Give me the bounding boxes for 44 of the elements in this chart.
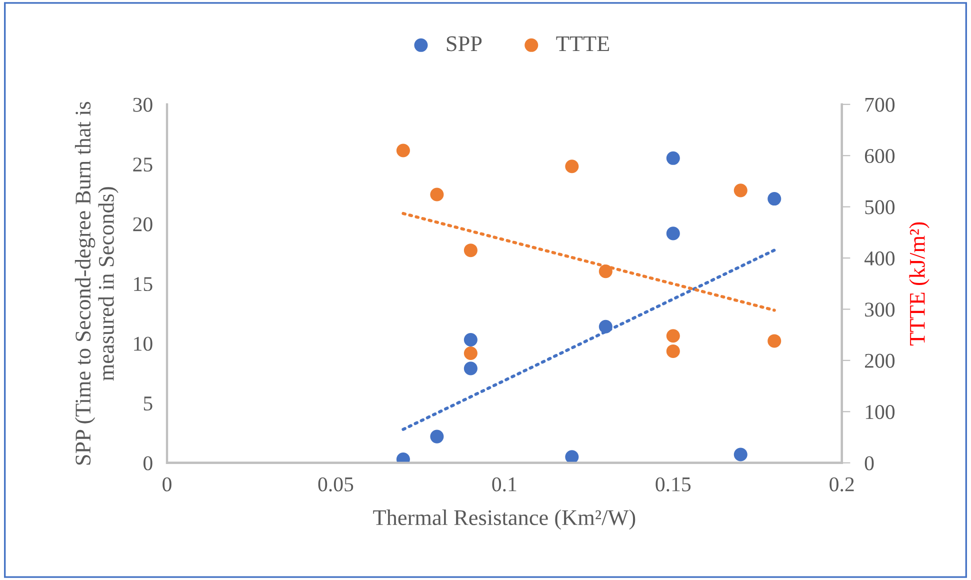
point — [396, 144, 410, 158]
y-tick-label: 10 — [134, 336, 152, 351]
y2-tick-label: 700 — [865, 98, 895, 112]
point — [666, 226, 680, 240]
point — [768, 334, 782, 348]
point — [768, 192, 782, 206]
point — [430, 188, 444, 202]
point — [565, 450, 579, 463]
x-tick-label: 0 — [162, 477, 172, 492]
x-tick-label: 0.1 — [492, 477, 516, 492]
y2-tick-label: 600 — [864, 148, 895, 164]
y2-tick-label: 100 — [866, 405, 895, 420]
y2-tick-label: 0 — [864, 456, 874, 470]
point — [598, 264, 612, 278]
y2-tick-label: 400 — [864, 251, 895, 266]
y-tick-label: 30 — [133, 98, 152, 112]
point — [666, 329, 680, 343]
y-tick-label: 20 — [133, 217, 152, 232]
point — [666, 151, 680, 165]
y-tick-label: 25 — [133, 158, 152, 172]
y-tick-label: 0 — [144, 456, 152, 470]
x-axis-title: Thermal Resistance (Km²/W) — [373, 510, 636, 530]
y-tick-label: 15 — [134, 277, 152, 292]
y-tick-label: 5 — [144, 396, 152, 411]
point — [565, 160, 579, 174]
point — [464, 333, 478, 347]
point — [430, 430, 444, 444]
x-tick-label: 0.05 — [318, 477, 354, 492]
y2-tick-label: 200 — [864, 354, 895, 368]
point — [464, 362, 478, 376]
point — [464, 244, 478, 258]
legend-label: SPP — [446, 36, 482, 52]
y-axis-title: SPP (Time to Second-degree Burn that is measured in Seconds) — [74, 102, 118, 465]
point — [464, 346, 478, 360]
legend-label: TTTE — [556, 36, 610, 51]
point — [666, 344, 680, 358]
point — [734, 184, 748, 198]
point — [598, 320, 612, 334]
x-tick-label: 0.15 — [656, 477, 691, 492]
x-tick-label: 0.2 — [830, 477, 854, 492]
y2-tick-label: 500 — [865, 200, 895, 214]
y2-axis-title: TTTE (kJ/m²) — [909, 222, 930, 346]
point — [734, 448, 748, 462]
y2-tick-label: 300 — [865, 302, 895, 317]
